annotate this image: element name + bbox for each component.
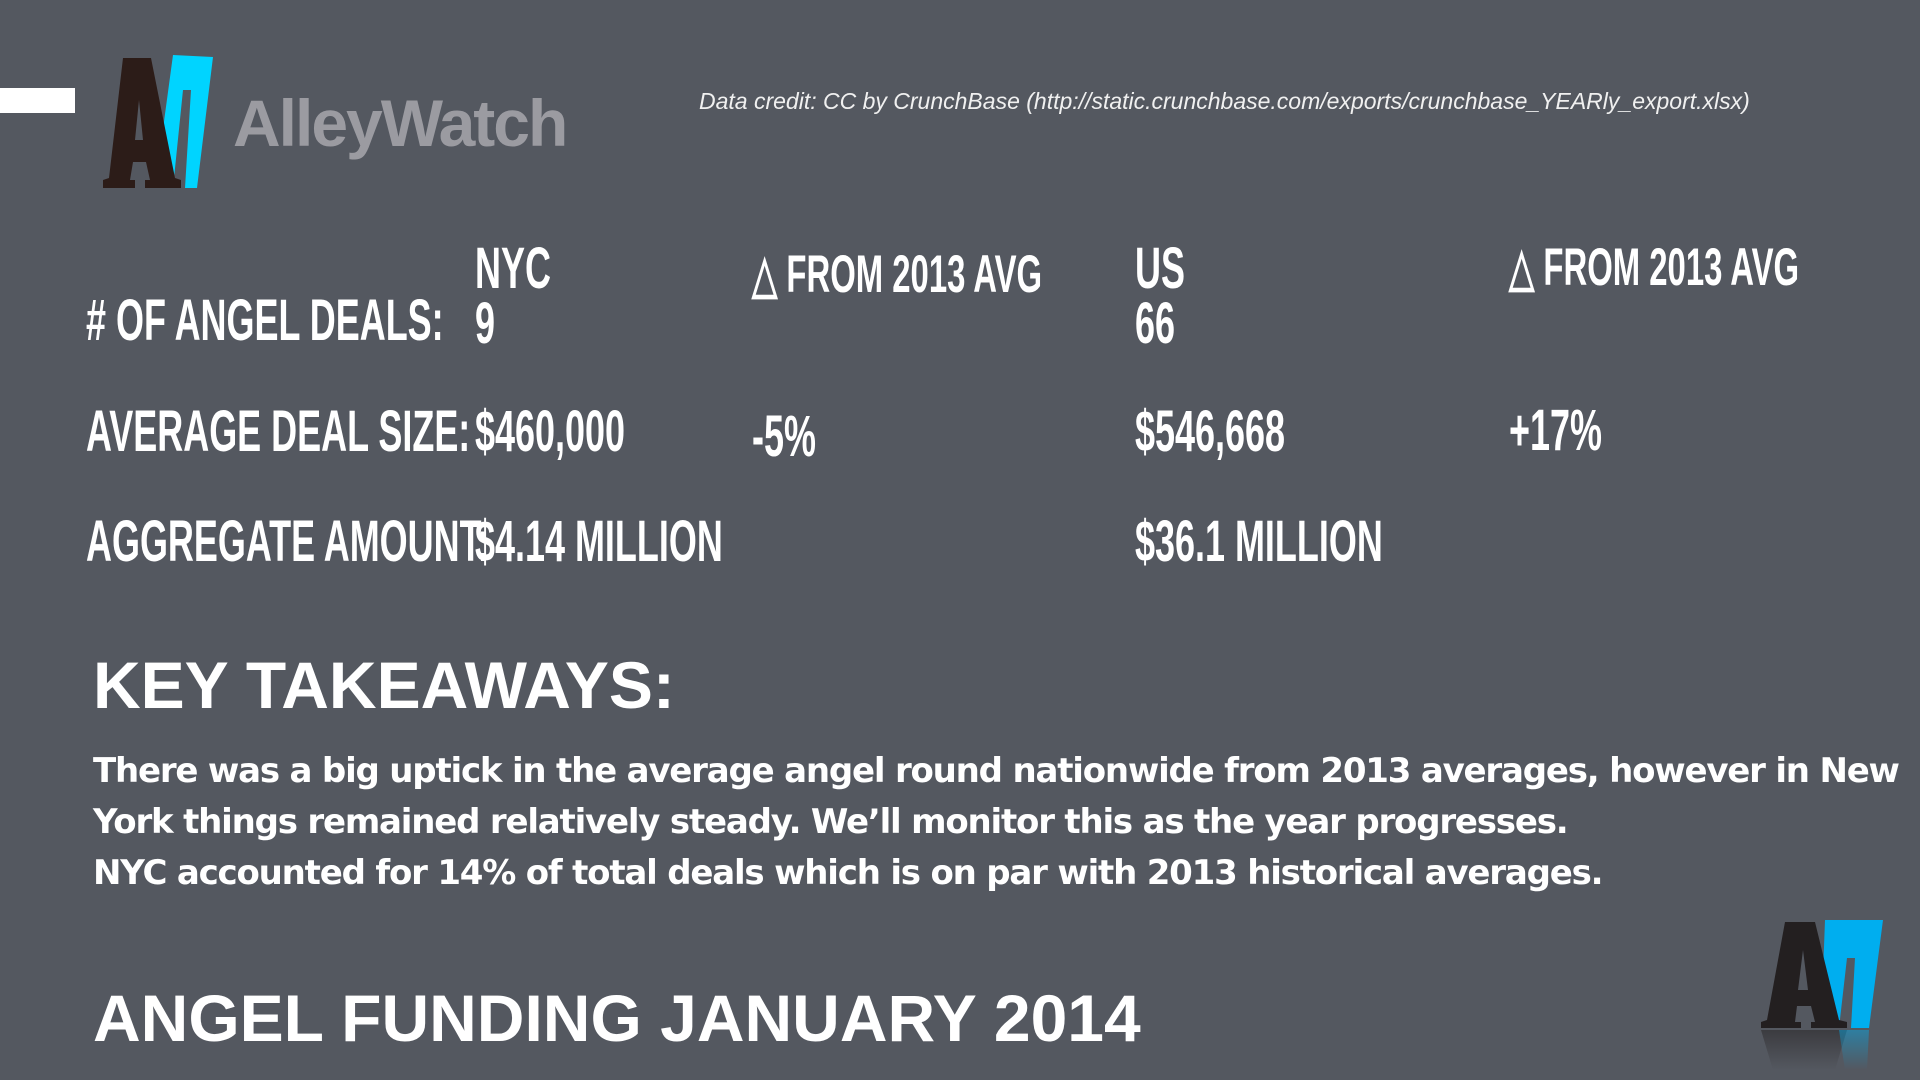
row-label-avg: AVERAGE DEAL SIZE: — [86, 399, 471, 464]
us-avg: $546,668 — [1135, 399, 1285, 464]
us-aggregate: $36.1 MILLION — [1135, 509, 1383, 574]
us-deals: 66 — [1135, 291, 1175, 356]
col-header-nyc: NYC — [475, 236, 551, 301]
nyc-avg-delta: -5% — [752, 404, 816, 469]
nyc-aggregate: $4.14 MILLION — [475, 509, 723, 574]
takeaway-line: There was a big uptick in the average an… — [93, 751, 1900, 791]
takeaway-line: York things remained relatively steady. … — [93, 802, 1569, 842]
aw-logo-icon — [103, 55, 213, 188]
nyc-deals: 9 — [475, 291, 496, 356]
takeaways-text: There was a big uptick in the average an… — [93, 746, 1900, 899]
us-avg-delta: +17% — [1509, 398, 1602, 463]
alleywatch-logo: AlleyWatch — [95, 50, 568, 200]
aw-logo-small-icon — [1761, 920, 1883, 1070]
nyc-avg: $460,000 — [475, 399, 625, 464]
row-label-aggregate: AGGREGATE AMOUNT: — [86, 509, 490, 574]
row-label-deals: # OF ANGEL DEALS: — [86, 288, 444, 353]
col-header-nyc-delta: △ FROM 2013 AVG — [752, 245, 1043, 304]
takeaway-line: NYC accounted for 14% of total deals whi… — [93, 853, 1604, 893]
page-title: ANGEL FUNDING JANUARY 2014 — [93, 981, 1141, 1055]
col-header-us-delta: △ FROM 2013 AVG — [1509, 238, 1800, 297]
white-bar — [0, 88, 75, 113]
logo-wordmark: AlleyWatch — [233, 86, 568, 160]
data-credit: Data credit: CC by CrunchBase (http://st… — [699, 88, 1750, 114]
key-takeaways-title: KEY TAKEAWAYS: — [93, 648, 675, 722]
col-header-us: US — [1135, 236, 1185, 301]
